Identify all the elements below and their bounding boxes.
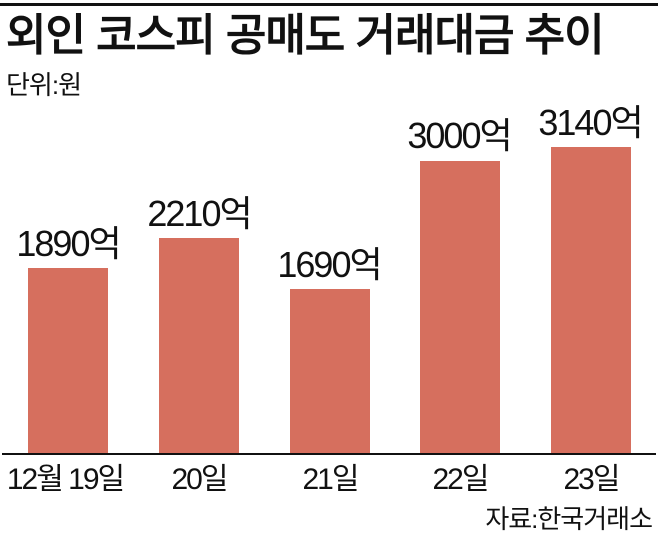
- bar-dec-19: [28, 268, 108, 453]
- top-rule: [0, 3, 658, 6]
- bar-value-label: 2210억: [147, 193, 252, 234]
- bar-value-label: 3140억: [538, 102, 643, 143]
- x-tick-label: 22일: [432, 463, 490, 496]
- bar-dec-22: [420, 161, 500, 453]
- bar-dec-20: [159, 238, 239, 453]
- bar-value-label: 1690억: [277, 244, 382, 285]
- x-tick-label: 21일: [302, 463, 360, 496]
- bar-dec-23: [551, 147, 631, 453]
- unit-label: 단위:원: [6, 70, 82, 100]
- source-label: 자료:한국거래소: [485, 504, 653, 534]
- x-tick-label: 23일: [563, 463, 621, 496]
- x-axis-baseline: [2, 453, 656, 455]
- bar-value-label: 3000억: [407, 115, 512, 156]
- bar-dec-21: [290, 289, 370, 453]
- x-tick-label: 12월 19일: [6, 463, 125, 496]
- bar-value-label: 1890억: [16, 223, 121, 264]
- x-tick-label: 20일: [171, 463, 229, 496]
- chart-title: 외인 코스피 공매도 거래대금 추이: [6, 11, 605, 60]
